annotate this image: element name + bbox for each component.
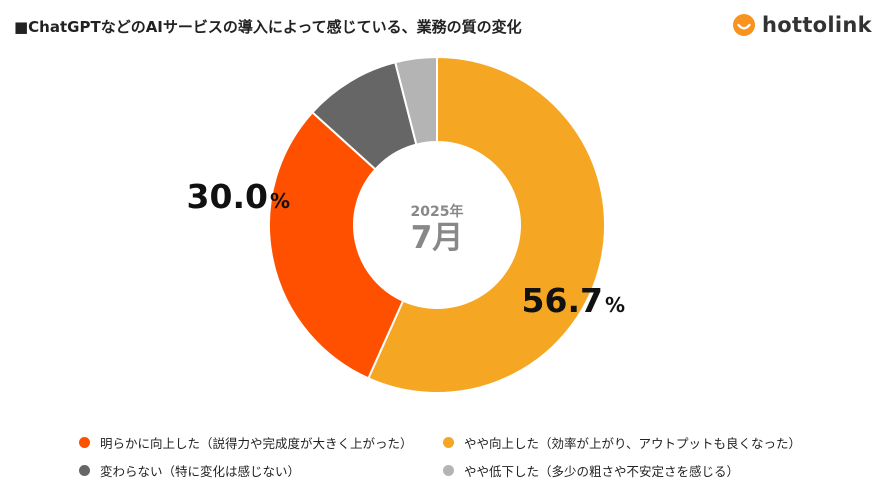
hottolink-logo: hottolink xyxy=(733,13,872,37)
legend-label: やや向上した（効率が上がり、アウトプットも良くなった） xyxy=(464,436,802,451)
donut-slice-1 xyxy=(268,110,405,380)
donut-slice-3 xyxy=(394,55,438,146)
legend-item-somewhat-improved: やや向上した（効率が上がり、アウトプットも良くなった） xyxy=(443,433,801,452)
legend-item-clearly-improved: 明らかに向上した（説得力や完成度が大きく上がった） xyxy=(79,433,413,452)
center-month-label: 7月 xyxy=(411,220,464,256)
percent-label-0: 56.7% xyxy=(522,281,625,320)
legend-dot xyxy=(443,437,454,448)
legend-item-somewhat-declined: やや低下した（多少の粗さや不安定さを感じる） xyxy=(443,461,739,480)
legend-label: やや低下した（多少の粗さや不安定さを感じる） xyxy=(464,464,740,479)
percent-labels: 56.7 % 30.0% xyxy=(187,177,625,320)
legend-dot xyxy=(79,437,90,448)
center-year-label: 2025年 xyxy=(411,203,464,220)
donut-slices xyxy=(268,55,606,394)
legend-dot xyxy=(79,465,90,476)
percent-label-1: 30.0% xyxy=(187,177,290,216)
chart-title: ■ChatGPTなどのAIサービスの導入によって感じている、業務の質の変化 xyxy=(14,18,522,36)
logo-text: hottolink xyxy=(762,13,872,37)
legend-dot xyxy=(443,465,454,476)
legend-label: 明らかに向上した（説得力や完成度が大きく上がった） xyxy=(100,436,413,451)
legend-label: 変わらない（特に変化は感じない） xyxy=(100,464,301,479)
donut-slice-0 xyxy=(367,55,606,394)
logo-mark-icon xyxy=(733,14,755,36)
legend-item-no-change: 変わらない（特に変化は感じない） xyxy=(79,461,300,480)
